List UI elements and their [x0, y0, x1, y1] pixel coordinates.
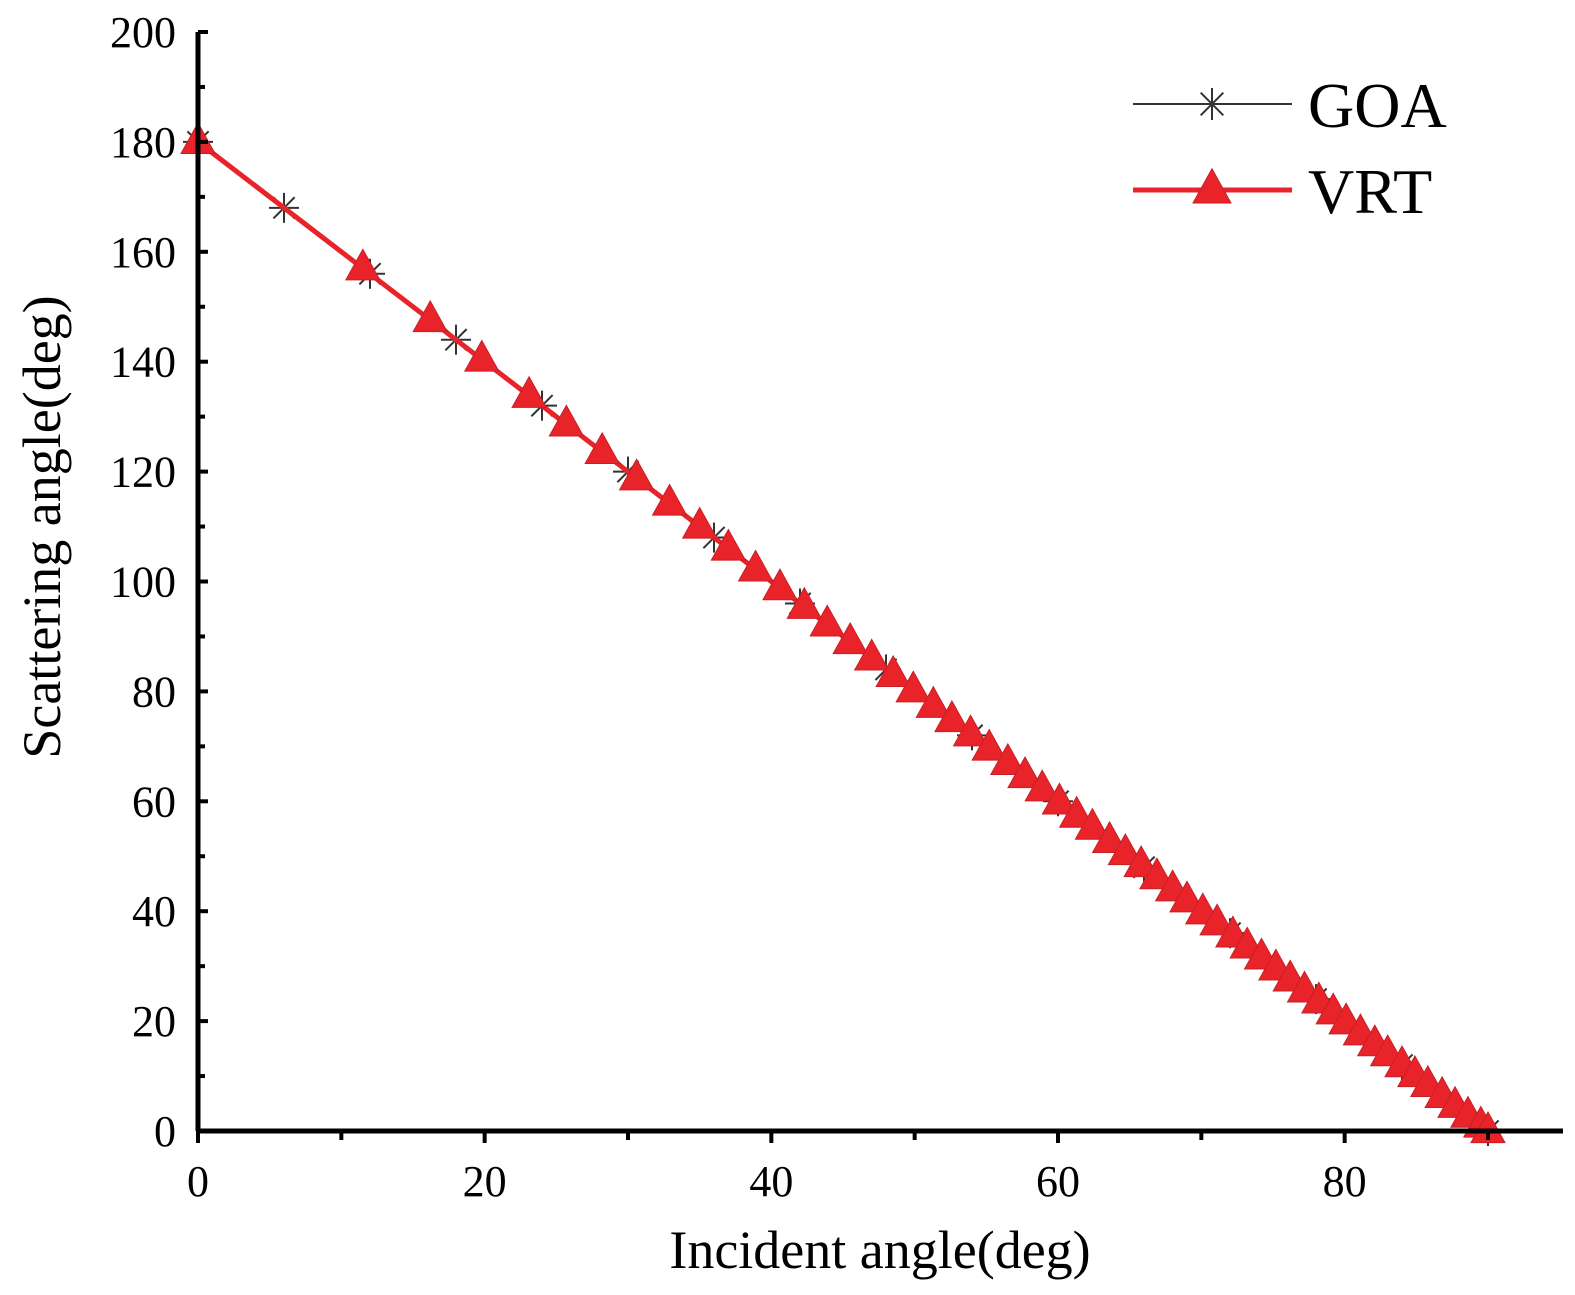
y-tick-label: 160	[110, 228, 176, 277]
vrt-point	[875, 654, 912, 688]
vrt-point	[1058, 795, 1095, 828]
vrt-point	[786, 586, 823, 619]
vrt-point	[618, 458, 655, 491]
plot-area	[180, 121, 1506, 1146]
legend: GOA VRT	[1133, 70, 1447, 227]
y-tick-label: 180	[110, 118, 176, 167]
legend-goa-asterisk	[1196, 88, 1228, 120]
legend-item-goa: GOA	[1133, 70, 1447, 141]
x-tick-label: 20	[463, 1157, 507, 1206]
vrt-point	[1123, 845, 1159, 878]
legend-vrt-label: VRT	[1308, 156, 1432, 227]
vrt-point	[971, 728, 1008, 761]
legend-goa-marker	[1196, 88, 1228, 120]
vrt-point	[934, 699, 970, 733]
vrt-point	[809, 604, 846, 637]
y-tick-label: 60	[132, 777, 176, 826]
x-tick-label: 60	[1036, 1157, 1080, 1206]
vrt-point	[1199, 903, 1235, 936]
vrt-point	[344, 248, 381, 281]
vrt-point	[1024, 769, 1061, 802]
vrt-point	[548, 404, 585, 437]
x-tick-label: 80	[1323, 1157, 1367, 1206]
axis-ticks: 0 20 40 60 80 100 120 140 160 180 200 0 20 40 60 80	[110, 8, 1490, 1206]
vrt-point	[1007, 756, 1043, 789]
y-tick-label: 100	[110, 558, 176, 607]
vrt-point	[1041, 782, 1078, 815]
vrt-point	[895, 670, 932, 703]
vrt-point	[1091, 820, 1128, 853]
series-vrt	[180, 121, 1506, 1144]
y-tick-label: 120	[110, 448, 176, 497]
vrt-point	[463, 339, 500, 372]
vrt-point	[1139, 857, 1175, 890]
legend-goa-label: GOA	[1308, 70, 1447, 141]
vrt-point	[681, 506, 718, 539]
vrt-point	[511, 375, 547, 408]
y-axis-title: Scattering angle(deg)	[12, 295, 72, 758]
vrt-point	[1074, 807, 1111, 840]
y-tick-label: 0	[154, 1107, 176, 1156]
legend-item-vrt: VRT	[1133, 156, 1432, 227]
vrt-point	[989, 742, 1026, 775]
x-axis-title: Incident angle(deg)	[669, 1220, 1090, 1280]
vrt-point	[952, 714, 989, 747]
vrt-point	[737, 549, 774, 582]
y-tick-label: 80	[132, 667, 176, 716]
vrt-point	[915, 685, 952, 718]
vrt-point	[1107, 832, 1144, 866]
vrt-point	[1169, 880, 1205, 913]
x-tick-label: 0	[187, 1157, 209, 1206]
vrt-point	[1470, 1110, 1506, 1144]
x-tick-label: 40	[749, 1157, 793, 1206]
vrt-point	[853, 638, 890, 671]
vrt-point	[832, 621, 869, 655]
y-tick-label: 140	[110, 338, 176, 387]
y-tick-label: 20	[132, 997, 176, 1046]
y-tick-label: 40	[132, 887, 176, 936]
vrt-point	[412, 299, 449, 333]
y-tick-label: 200	[110, 8, 176, 57]
legend-vrt-marker	[1192, 167, 1232, 204]
legend-vrt-triangle	[1192, 167, 1232, 204]
vrt-point	[710, 528, 747, 561]
vrt-point	[762, 568, 798, 601]
vrt-point	[584, 431, 621, 464]
vrt-point	[651, 483, 688, 516]
